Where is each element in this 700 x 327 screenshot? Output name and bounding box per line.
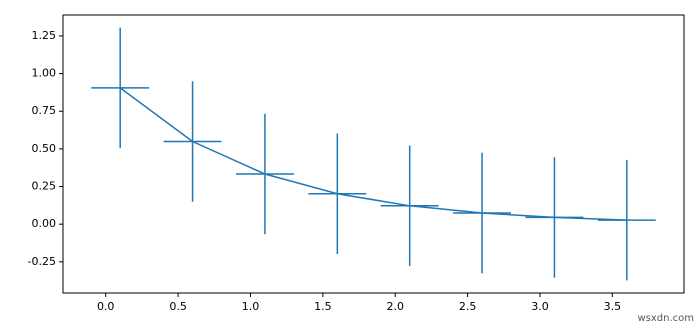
x-tick-label: 2.5: [459, 300, 477, 313]
x-tick-label: 3.5: [604, 300, 622, 313]
y-tick-label: 1.25: [32, 29, 57, 42]
y-tick-label: 0.25: [32, 180, 57, 193]
x-tick-label: 1.5: [314, 300, 332, 313]
y-tick-label: 1.00: [32, 67, 57, 80]
x-tick-label: 3.0: [531, 300, 549, 313]
watermark: wsxdn.com: [637, 313, 694, 324]
line: [119, 87, 627, 221]
x-tick-label: 2.0: [386, 300, 404, 313]
x-tick-label: 0.5: [169, 300, 187, 313]
x-tick-label: 1.0: [242, 300, 260, 313]
y-tick-label: 0.75: [32, 104, 57, 117]
y-tick-label: -0.25: [28, 255, 56, 268]
x-tick-label: 0.0: [97, 300, 115, 313]
y-tick-label: 0.50: [32, 142, 57, 155]
y-tick-label: 0.00: [32, 217, 57, 230]
axes-frame: [62, 14, 685, 294]
